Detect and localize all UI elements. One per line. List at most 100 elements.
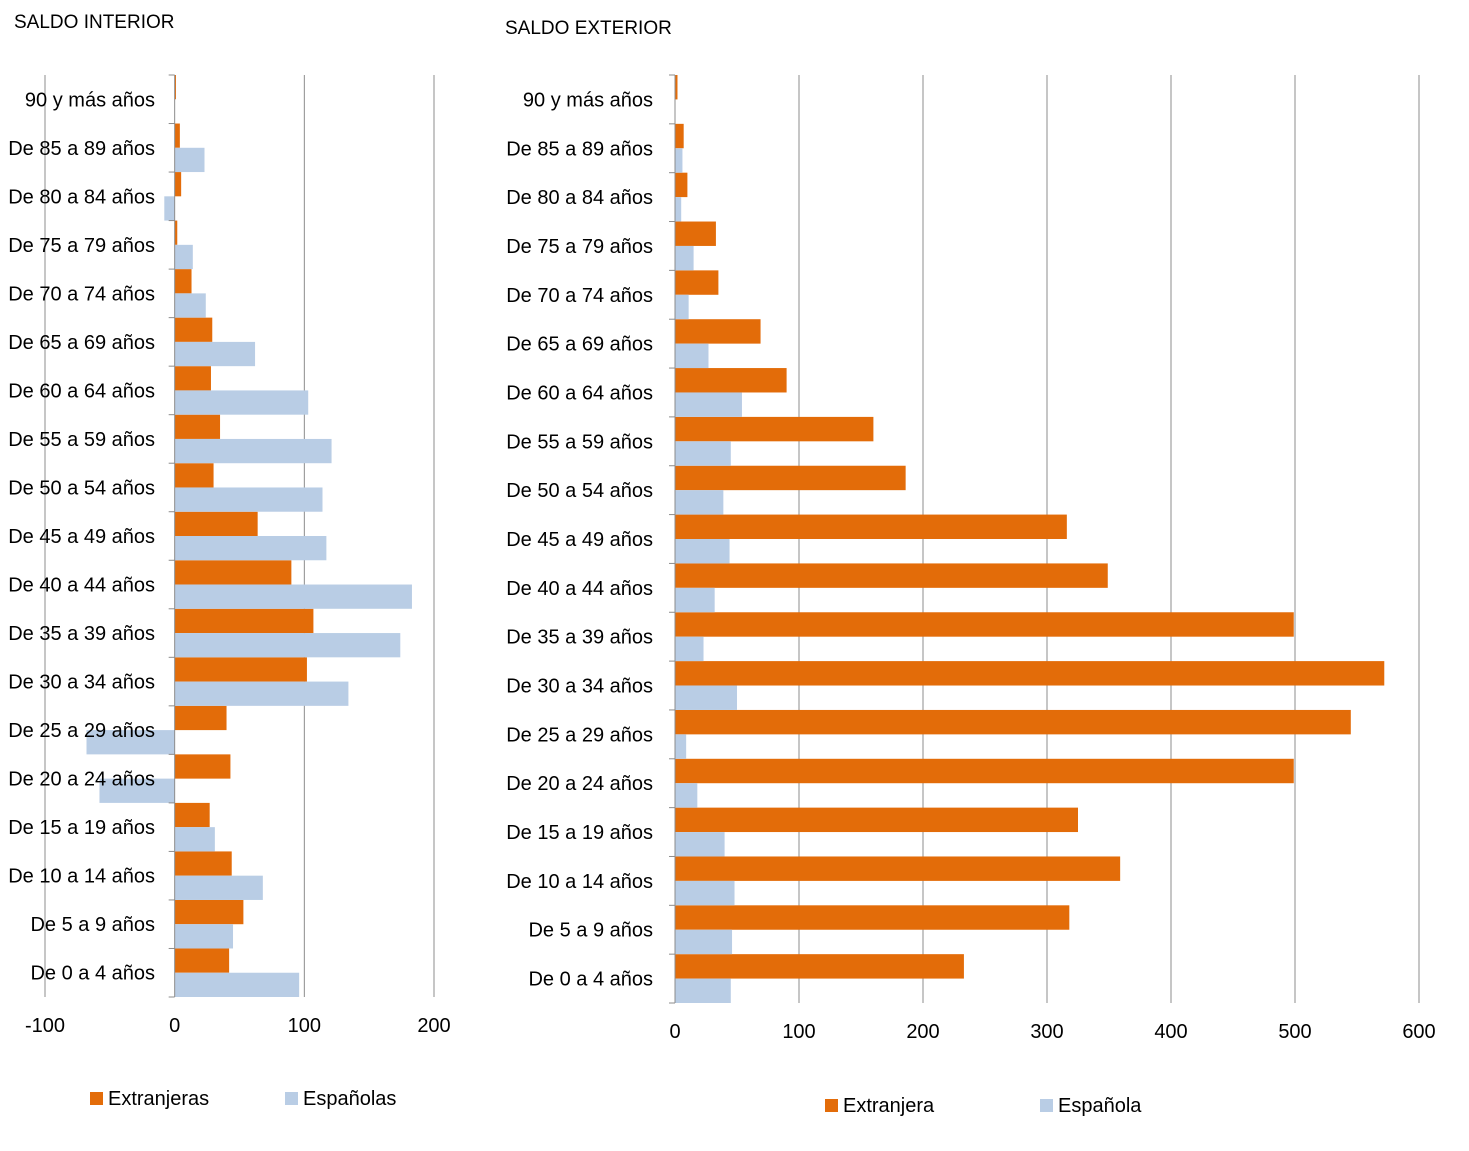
category-label: 90 y más años [25, 89, 155, 111]
bar-españolas [174, 875, 263, 900]
category-label: De 30 a 34 años [506, 676, 653, 698]
category-label: De 75 a 79 años [506, 236, 653, 258]
bar-extranjera [675, 758, 1294, 784]
bar-españolas [174, 390, 309, 415]
category-label: De 5 a 9 años [528, 920, 653, 942]
category-label: De 0 a 4 años [30, 963, 155, 985]
bar-extranjeras [174, 463, 214, 488]
bar-extranjeras [174, 657, 307, 682]
category-label: De 25 a 29 años [506, 724, 653, 746]
category-label: De 20 a 24 años [8, 769, 155, 791]
bar-española [675, 587, 715, 613]
category-label: De 45 a 49 años [506, 529, 653, 551]
category-label: De 50 a 54 años [506, 480, 653, 502]
category-label: De 40 a 44 años [8, 575, 155, 597]
legend-label: Españolas [303, 1088, 396, 1110]
bar-españolas [174, 244, 193, 270]
category-label: De 10 a 14 años [506, 871, 653, 893]
bar-extranjera [675, 709, 1351, 735]
category-label: De 70 a 74 años [506, 285, 653, 307]
bar-española [675, 929, 733, 955]
chart-saldo-exterior: SALDO EXTERIOR De 0 a 4 años De 5 a 9 año… [505, 18, 1436, 1117]
x-tick-label: 100 [782, 1021, 815, 1043]
bar-española [675, 783, 698, 808]
bar-extranjera [675, 368, 787, 393]
bar-españolas [86, 730, 175, 755]
bar-españolas [164, 196, 175, 221]
bar-extranjeras [174, 608, 314, 634]
category-label: De 0 a 4 años [528, 969, 653, 991]
bar-española [675, 343, 709, 369]
bar-extranjeras [174, 220, 178, 245]
bar-española [675, 245, 694, 271]
bar-extranjera [675, 123, 684, 149]
bar-extranjeras [174, 366, 211, 391]
bar-extranjeras [174, 754, 231, 779]
chart-title: SALDO INTERIOR [14, 12, 174, 33]
category-label: De 20 a 24 años [506, 773, 653, 795]
category-label: De 15 a 19 años [8, 817, 155, 839]
bar-extranjeras [174, 414, 221, 439]
x-tick-label: 0 [669, 1021, 680, 1043]
category-label: De 35 a 39 años [506, 627, 653, 649]
category-label: De 65 a 69 años [506, 334, 653, 356]
bar-española [675, 148, 683, 173]
legend-swatch [825, 1099, 838, 1112]
bar-extranjera [675, 612, 1294, 637]
category-label: De 30 a 34 años [8, 672, 155, 694]
x-tick-label: 400 [1154, 1021, 1187, 1043]
bar-extranjeras [174, 511, 258, 536]
bar-extranjera [675, 172, 688, 198]
bar-extranjera [675, 807, 1078, 833]
category-label: De 55 a 59 años [8, 429, 155, 451]
bar-española [675, 539, 730, 564]
category-label: De 10 a 14 años [8, 866, 155, 888]
bar-española [675, 685, 737, 710]
bar-españolas [174, 487, 323, 512]
bar-extranjeras [174, 705, 227, 731]
bar-extranjeras [174, 172, 182, 197]
category-label: De 40 a 44 años [506, 578, 653, 600]
bar-española [675, 978, 731, 1003]
bar-española [675, 441, 731, 466]
x-tick-label: 0 [169, 1015, 180, 1037]
bar-españolas [174, 584, 412, 609]
bar-extranjera [675, 563, 1108, 588]
legend-swatch [90, 1092, 103, 1105]
category-label: De 70 a 74 años [8, 283, 155, 305]
bar-españolas [99, 778, 175, 803]
bar-extranjera [675, 514, 1067, 539]
x-tick-label: 600 [1402, 1021, 1435, 1043]
category-label: De 55 a 59 años [506, 431, 653, 453]
bar-española [675, 197, 682, 222]
x-tick-label: 100 [288, 1015, 321, 1037]
x-tick-label: 300 [1030, 1021, 1063, 1043]
bar-española [675, 636, 704, 662]
category-label: De 5 a 9 años [30, 914, 155, 936]
category-label: De 65 a 69 años [8, 332, 155, 354]
bar-española [675, 392, 742, 417]
legend-label: Extranjera [843, 1095, 935, 1117]
bar-españolas [174, 147, 205, 173]
x-tick-label: -100 [25, 1015, 65, 1037]
category-label: De 85 a 89 años [506, 138, 653, 160]
legend-label: Extranjeras [108, 1088, 209, 1110]
bar-extranjeras [174, 317, 213, 342]
legend-swatch [1040, 1099, 1053, 1112]
bar-extranjera [675, 465, 906, 491]
bar-extranjera [675, 954, 964, 979]
bar-extranjera [675, 319, 761, 344]
bar-españolas [174, 681, 349, 706]
bar-extranjeras [174, 560, 292, 585]
bar-extranjera [675, 856, 1121, 881]
bar-española [675, 294, 689, 320]
bar-españolas [174, 924, 234, 949]
legend-label: Española [1058, 1095, 1142, 1117]
x-tick-label: 200 [906, 1021, 939, 1043]
bar-extranjera [675, 221, 716, 246]
bar-extranjera [675, 416, 874, 442]
category-label: De 75 a 79 años [8, 235, 155, 257]
bar-extranjera [675, 75, 678, 100]
category-label: De 60 a 64 años [506, 382, 653, 404]
